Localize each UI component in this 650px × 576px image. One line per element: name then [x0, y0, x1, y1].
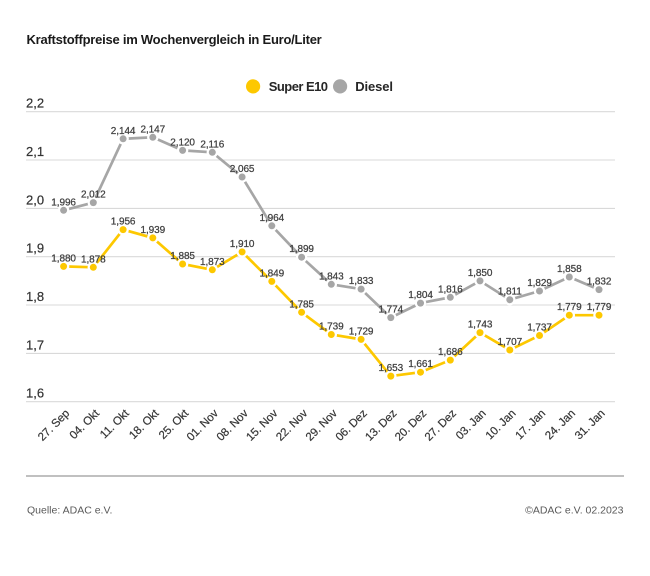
svg-text:2,065: 2,065 [230, 164, 255, 175]
svg-text:2,1: 2,1 [26, 144, 44, 159]
svg-text:2,120: 2,120 [170, 137, 195, 148]
svg-text:1,779: 1,779 [557, 302, 582, 313]
svg-text:©ADAC e.V. 02.2023: ©ADAC e.V. 02.2023 [525, 505, 624, 517]
svg-text:1,729: 1,729 [349, 326, 374, 337]
svg-text:1,661: 1,661 [408, 359, 433, 370]
svg-text:1,885: 1,885 [170, 251, 195, 262]
svg-text:1,774: 1,774 [378, 305, 403, 316]
svg-text:1,873: 1,873 [200, 257, 225, 268]
svg-text:1,939: 1,939 [140, 225, 165, 236]
svg-text:1,743: 1,743 [468, 320, 493, 331]
svg-text:Diesel: Diesel [355, 79, 393, 94]
svg-text:1,811: 1,811 [498, 287, 522, 298]
svg-text:1,739: 1,739 [319, 322, 344, 333]
svg-text:Super E10: Super E10 [269, 79, 328, 94]
svg-text:1,816: 1,816 [438, 284, 463, 295]
svg-text:1,707: 1,707 [497, 337, 522, 348]
svg-text:1,8: 1,8 [26, 289, 44, 304]
svg-text:1,9: 1,9 [26, 241, 44, 256]
svg-text:1,6: 1,6 [26, 386, 44, 401]
svg-text:1,850: 1,850 [468, 268, 493, 279]
svg-text:2,144: 2,144 [111, 126, 136, 137]
svg-text:1,686: 1,686 [438, 347, 463, 358]
svg-text:2,147: 2,147 [140, 124, 165, 135]
svg-text:Quelle: ADAC e.V.: Quelle: ADAC e.V. [27, 505, 112, 517]
svg-text:2,012: 2,012 [81, 190, 106, 201]
svg-text:1,956: 1,956 [111, 217, 136, 228]
svg-text:1,996: 1,996 [51, 197, 76, 208]
svg-text:1,833: 1,833 [349, 276, 374, 287]
svg-text:2,116: 2,116 [200, 139, 224, 150]
svg-text:1,878: 1,878 [81, 254, 106, 265]
svg-text:2,0: 2,0 [26, 192, 44, 207]
svg-text:1,785: 1,785 [289, 299, 314, 310]
svg-text:1,910: 1,910 [230, 239, 255, 250]
svg-text:1,964: 1,964 [259, 213, 284, 224]
svg-text:1,653: 1,653 [378, 363, 403, 374]
svg-text:1,804: 1,804 [408, 290, 433, 301]
svg-text:1,843: 1,843 [319, 271, 344, 282]
svg-text:1,899: 1,899 [289, 244, 314, 255]
svg-text:1,737: 1,737 [527, 323, 552, 334]
svg-text:1,7: 1,7 [26, 337, 44, 352]
svg-text:1,880: 1,880 [51, 253, 76, 264]
svg-text:2,2: 2,2 [26, 96, 44, 111]
svg-text:1,858: 1,858 [557, 264, 582, 275]
svg-text:1,832: 1,832 [587, 277, 612, 288]
svg-text:1,849: 1,849 [259, 268, 284, 279]
svg-text:Kraftstoffpreise im Wochenverg: Kraftstoffpreise im Wochenvergleich in E… [27, 32, 322, 47]
svg-text:1,779: 1,779 [587, 302, 612, 313]
svg-text:1,829: 1,829 [527, 278, 552, 289]
